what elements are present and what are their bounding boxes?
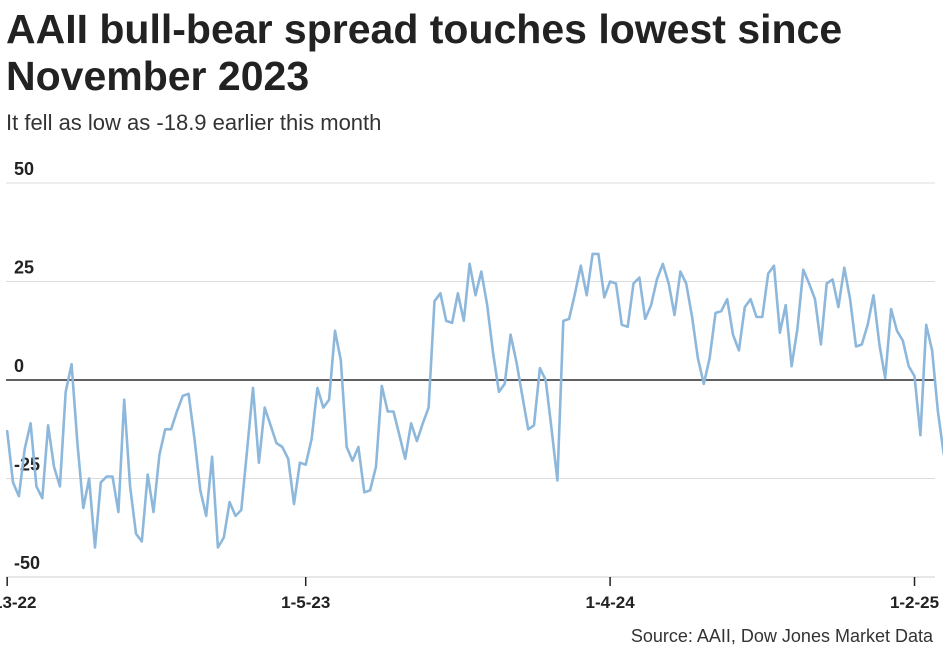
y-tick-label: 50 (14, 159, 34, 179)
y-tick-label: 25 (14, 258, 34, 278)
x-tick-label: 1-4-24 (586, 593, 636, 612)
x-tick-label: 1-13-22 (0, 593, 36, 612)
source-note: Source: AAII, Dow Jones Market Data (630, 626, 933, 646)
y-tick-label: -50 (14, 553, 40, 573)
x-tick-label: 1-2-25 (890, 593, 939, 612)
series-line-bull-bear-spread (5, 252, 943, 549)
x-tick-label: 1-5-23 (281, 593, 330, 612)
chart-title: AAII bull-bear spread touches lowest sin… (6, 6, 843, 99)
chart-subtitle: It fell as low as -18.9 earlier this mon… (6, 110, 382, 135)
y-tick-label: 0 (14, 356, 24, 376)
